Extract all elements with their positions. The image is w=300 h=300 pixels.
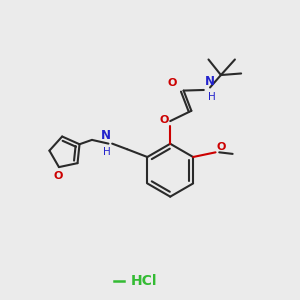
- Text: H: H: [208, 92, 216, 103]
- Text: O: O: [167, 78, 177, 88]
- Text: O: O: [54, 171, 63, 181]
- Text: HCl: HCl: [130, 274, 157, 288]
- Text: N: N: [204, 75, 214, 88]
- Text: O: O: [216, 142, 226, 152]
- Text: O: O: [160, 115, 169, 125]
- Text: H: H: [103, 147, 111, 157]
- Text: N: N: [101, 129, 111, 142]
